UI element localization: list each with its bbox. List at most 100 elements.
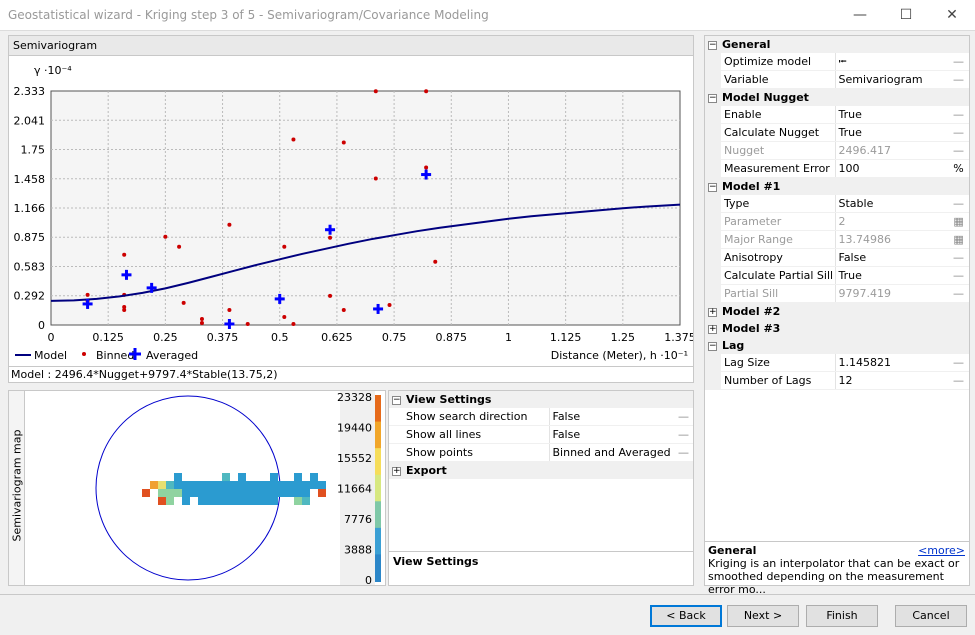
scale-swatch — [375, 527, 381, 556]
map-cell — [158, 497, 166, 505]
collapse-icon[interactable]: − — [708, 92, 717, 103]
dropdown-icon[interactable]: — — [674, 425, 693, 444]
property-category-model2[interactable]: + Model #2 — [705, 302, 970, 320]
view-setting-value[interactable]: Binned and Averaged — [548, 443, 674, 462]
collapse-icon[interactable]: − — [392, 394, 401, 405]
property-value[interactable]: 12 — [834, 371, 948, 390]
minimize-icon[interactable]: — — [853, 7, 867, 23]
property-row[interactable]: Variable Semivariogram — — [705, 70, 970, 89]
semivariogram-map[interactable]: 23328 19440 15552 11664 7776 3888 0 — [26, 391, 386, 585]
dropdown-icon[interactable]: — — [948, 248, 970, 267]
scale-swatch — [375, 554, 381, 582]
property-value[interactable]: 2496.417 — [834, 141, 948, 160]
finish-button[interactable]: Finish — [806, 605, 878, 627]
maximize-icon[interactable]: ☐ — [899, 7, 913, 23]
map-cell — [318, 489, 326, 497]
property-row[interactable]: Type Stable — — [705, 195, 970, 213]
property-row[interactable]: Lag Size 1.145821— — [705, 354, 970, 372]
dropdown-icon[interactable]: — — [948, 53, 970, 71]
dropdown-icon[interactable]: — — [674, 408, 693, 426]
property-value[interactable]: False — [834, 248, 948, 267]
semivariogram-chart[interactable]: 0 0.125 0.25 0.375 0.5 0.625 0.75 0.875 1 1.125 1.… — [8, 56, 696, 367]
collapse-icon[interactable]: − — [708, 181, 717, 192]
property-category-model3[interactable]: + Model #3 — [705, 320, 970, 337]
property-row[interactable]: Anisotropy False — — [705, 248, 970, 267]
property-row[interactable]: Calculate Partial Sill True — — [705, 266, 970, 285]
back-button[interactable]: < Back — [650, 605, 722, 627]
view-setting-row[interactable]: Show search direction False — — [389, 408, 693, 426]
calculator-icon[interactable]: ▦ — [948, 212, 970, 231]
expand-icon[interactable]: + — [392, 465, 401, 476]
dropdown-icon[interactable]: — — [948, 266, 970, 285]
property-row[interactable]: Nugget 2496.417— — [705, 141, 970, 160]
property-value[interactable]: 1.145821 — [834, 354, 948, 372]
property-name: Calculate Nugget — [721, 123, 835, 142]
cancel-button[interactable]: Cancel — [895, 605, 967, 627]
binned-point — [433, 259, 438, 264]
view-settings-category[interactable]: − View Settings — [389, 391, 693, 408]
y-tick-label: 1.166 — [14, 202, 46, 215]
property-value[interactable]: Semivariogram — [834, 70, 948, 89]
averaged-point — [146, 282, 157, 293]
property-value[interactable]: True — [834, 266, 948, 285]
property-row[interactable]: Enable True — — [705, 106, 970, 124]
view-setting-value[interactable]: False — [548, 425, 674, 444]
expand-icon[interactable]: + — [708, 306, 717, 317]
property-row[interactable]: Number of Lags 12— — [705, 371, 970, 390]
dropdown-icon[interactable]: — — [948, 284, 970, 303]
property-category-lag[interactable]: − Lag — [705, 337, 970, 354]
property-value[interactable]: True — [834, 106, 948, 124]
dropdown-icon[interactable]: — — [948, 371, 970, 390]
close-icon[interactable]: ✕ — [946, 7, 958, 23]
property-value[interactable]: 100 — [834, 159, 948, 178]
x-tick-label: 0.875 — [436, 331, 468, 344]
property-category-nugget[interactable]: − Model Nugget — [705, 88, 970, 106]
semivariogram-chart-svg[interactable]: 0 0.125 0.25 0.375 0.5 0.625 0.75 0.875 1 1.125 1.… — [9, 56, 696, 367]
optimize-model-icon[interactable]: ⭰ — [834, 53, 948, 71]
binned-point — [245, 321, 250, 326]
x-tick-label: 0.375 — [207, 331, 239, 344]
dropdown-icon[interactable]: — — [948, 123, 970, 142]
binned-point — [177, 244, 182, 249]
property-value[interactable]: True — [834, 123, 948, 142]
collapse-icon[interactable]: − — [708, 39, 717, 50]
property-row[interactable]: Major Range 13.74986 ▦ — [705, 230, 970, 249]
calculator-icon[interactable]: ▦ — [948, 230, 970, 249]
scale-label: 11664 — [337, 483, 372, 496]
scale-label: 23328 — [337, 391, 372, 404]
dropdown-icon[interactable]: — — [948, 70, 970, 89]
property-row[interactable]: Measurement Error 100% — [705, 159, 970, 178]
property-value[interactable]: Stable — [834, 195, 948, 213]
scale-label: 7776 — [344, 513, 372, 526]
more-link[interactable]: <more> — [918, 544, 965, 557]
binned-point — [291, 137, 296, 142]
map-cell — [190, 489, 198, 497]
map-cell — [230, 481, 238, 489]
collapse-icon[interactable]: − — [708, 340, 717, 351]
property-value[interactable]: 13.74986 — [834, 230, 948, 249]
y-tick-label: 2.333 — [14, 85, 46, 98]
view-setting-value[interactable]: False — [548, 408, 674, 426]
map-cell — [246, 497, 254, 505]
export-category[interactable]: + Export — [389, 461, 693, 479]
property-category-model1[interactable]: − Model #1 — [705, 177, 970, 195]
dropdown-icon[interactable]: — — [948, 141, 970, 160]
property-row[interactable]: Calculate Nugget True — — [705, 123, 970, 142]
map-cell — [198, 481, 206, 489]
property-name: Number of Lags — [721, 371, 835, 390]
property-row[interactable]: Partial Sill 9797.419— — [705, 284, 970, 303]
dropdown-icon[interactable]: — — [948, 354, 970, 372]
dropdown-icon[interactable]: — — [674, 443, 693, 462]
next-button[interactable]: Next > — [727, 605, 799, 627]
property-row[interactable]: Optimize model ⭰ — — [705, 53, 970, 71]
expand-icon[interactable]: + — [708, 323, 717, 334]
property-value[interactable]: 9797.419 — [834, 284, 948, 303]
view-setting-row[interactable]: Show points Binned and Averaged — — [389, 443, 693, 462]
dropdown-icon[interactable]: — — [948, 195, 970, 213]
property-category-general[interactable]: − General — [705, 36, 970, 53]
view-setting-row[interactable]: Show all lines False — — [389, 425, 693, 444]
property-row[interactable]: Parameter 2 ▦ — [705, 212, 970, 231]
map-cell — [142, 489, 150, 497]
property-value[interactable]: 2 — [834, 212, 948, 231]
dropdown-icon[interactable]: — — [948, 106, 970, 124]
